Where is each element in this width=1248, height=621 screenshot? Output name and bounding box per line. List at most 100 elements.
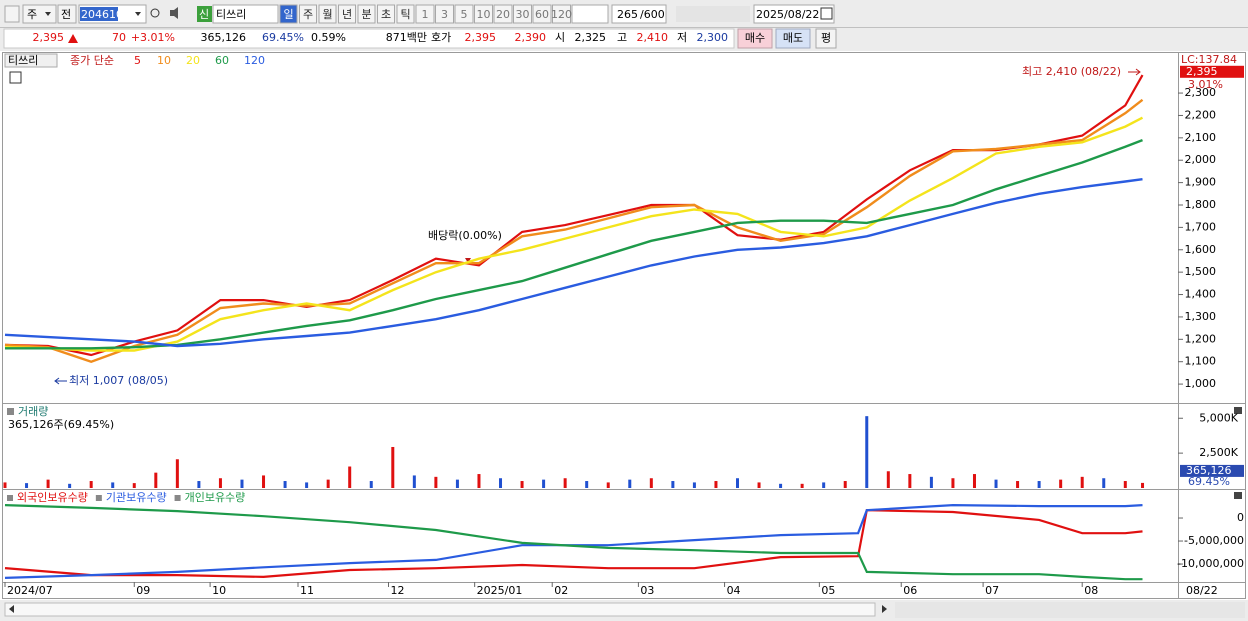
scroll-left[interactable] bbox=[9, 605, 14, 613]
interval-button[interactable] bbox=[435, 4, 454, 24]
low-arrow bbox=[54, 377, 67, 385]
volume-bar bbox=[843, 481, 847, 488]
up-arrow bbox=[68, 34, 78, 43]
volume-bar bbox=[477, 474, 481, 488]
quote-open: 2,325 bbox=[575, 31, 607, 44]
x-tick-label: 07 bbox=[985, 584, 999, 597]
last-date-label: 08/22 bbox=[1186, 584, 1218, 597]
period-text: 틱 bbox=[400, 8, 410, 21]
y-tick-label: 1,800 bbox=[1185, 198, 1217, 211]
dropdown-arrow bbox=[135, 12, 141, 16]
buy-button[interactable] bbox=[737, 28, 773, 49]
current-volume-label: 365,126 bbox=[1186, 464, 1232, 477]
period-button[interactable] bbox=[318, 4, 337, 24]
volume-bar bbox=[1102, 478, 1106, 488]
interval-button[interactable] bbox=[552, 4, 571, 24]
volume-bar bbox=[929, 476, 933, 488]
period-text: 초 bbox=[381, 8, 391, 21]
quote-ask: 2,395 bbox=[465, 31, 497, 44]
buy-text: 매수 bbox=[745, 32, 765, 45]
credit-badge-text: 신 bbox=[199, 8, 209, 21]
interval-text: 10 bbox=[477, 8, 491, 21]
volume-bar bbox=[822, 482, 826, 488]
market-select[interactable] bbox=[22, 4, 57, 24]
interval-button[interactable] bbox=[493, 4, 513, 24]
panel-close[interactable] bbox=[1234, 492, 1242, 499]
period-text: 년 bbox=[342, 8, 352, 21]
y-tick-label: 2,300 bbox=[1185, 86, 1217, 99]
code-selection bbox=[80, 7, 118, 21]
volume-title: 거래량 bbox=[18, 405, 48, 418]
interval-button[interactable] bbox=[513, 4, 532, 24]
volume-bar bbox=[499, 478, 503, 488]
volume-bar bbox=[628, 479, 632, 488]
legend-entry: 5 bbox=[134, 54, 141, 67]
high-label: 고 bbox=[617, 31, 627, 44]
scale-label: LC:137.84 bbox=[1181, 53, 1237, 66]
volume-bar bbox=[391, 446, 395, 488]
legend-entry: 10 bbox=[157, 54, 171, 67]
speaker-icon[interactable] bbox=[170, 7, 178, 19]
prev-button[interactable] bbox=[57, 4, 77, 24]
ex-dividend-annotation: 배당락(0.00%) bbox=[428, 229, 502, 242]
volume-bar bbox=[692, 482, 696, 488]
interval-button[interactable] bbox=[415, 4, 435, 24]
calendar-icon[interactable] bbox=[820, 7, 833, 20]
interval-button[interactable] bbox=[532, 4, 552, 24]
interval-text: 5 bbox=[461, 8, 468, 21]
volume-bar bbox=[132, 483, 136, 488]
count-box[interactable] bbox=[611, 4, 667, 24]
quote-change-pct: +3.01% bbox=[131, 31, 175, 44]
count-total: /600 bbox=[640, 8, 665, 21]
x-tick-label: 08 bbox=[1084, 584, 1098, 597]
volume-bar bbox=[542, 479, 546, 488]
quote-volume: 365,126 bbox=[201, 31, 247, 44]
volume-bar bbox=[714, 481, 718, 488]
volume-bar bbox=[1123, 481, 1127, 488]
y-tick-label: 0 bbox=[1237, 511, 1244, 524]
current-price-box bbox=[1180, 65, 1244, 78]
menu-icon[interactable] bbox=[4, 5, 20, 23]
period-button[interactable] bbox=[299, 4, 317, 24]
date-box[interactable] bbox=[753, 4, 835, 24]
panel-close[interactable] bbox=[1234, 407, 1242, 414]
interval-button[interactable] bbox=[454, 4, 474, 24]
zoom-tools[interactable] bbox=[895, 602, 1245, 618]
period-button[interactable] bbox=[338, 4, 356, 24]
period-button[interactable] bbox=[357, 4, 376, 24]
volume-bar bbox=[369, 481, 373, 488]
volume-bar bbox=[908, 474, 912, 488]
tool-icons[interactable] bbox=[676, 6, 750, 22]
volume-bar bbox=[111, 482, 115, 488]
volume-bar bbox=[218, 478, 222, 488]
volume-bar bbox=[434, 476, 438, 488]
avg-button[interactable] bbox=[815, 28, 837, 49]
x-tick-label: 02 bbox=[554, 584, 568, 597]
low-annotation: 최저 1,007 (08/05) bbox=[69, 374, 168, 387]
x-tick-label: 09 bbox=[136, 584, 150, 597]
volume-bar bbox=[1016, 481, 1020, 488]
period-button[interactable] bbox=[396, 4, 415, 24]
search-icon[interactable] bbox=[150, 8, 160, 18]
scrollbar[interactable] bbox=[4, 602, 876, 617]
series-line bbox=[4, 509, 1143, 579]
interval-combo[interactable] bbox=[571, 4, 609, 24]
count-text: 265 bbox=[617, 8, 638, 21]
series-line bbox=[4, 98, 1144, 363]
y-tick-label: 1,600 bbox=[1185, 243, 1217, 256]
period-button[interactable] bbox=[377, 4, 395, 24]
volume-bar bbox=[736, 478, 739, 488]
sell-button[interactable] bbox=[775, 28, 811, 49]
interval-button[interactable] bbox=[474, 4, 493, 24]
table-icon[interactable] bbox=[9, 71, 22, 84]
volume-bar bbox=[154, 472, 158, 488]
period-button[interactable] bbox=[279, 4, 298, 24]
volume-bar bbox=[305, 482, 309, 488]
y-tick-label: 1,400 bbox=[1185, 288, 1217, 301]
scroll-right[interactable] bbox=[882, 605, 887, 613]
quote-bar bbox=[3, 28, 735, 49]
x-tick-label: 10 bbox=[212, 584, 226, 597]
volume-bar bbox=[563, 478, 567, 488]
